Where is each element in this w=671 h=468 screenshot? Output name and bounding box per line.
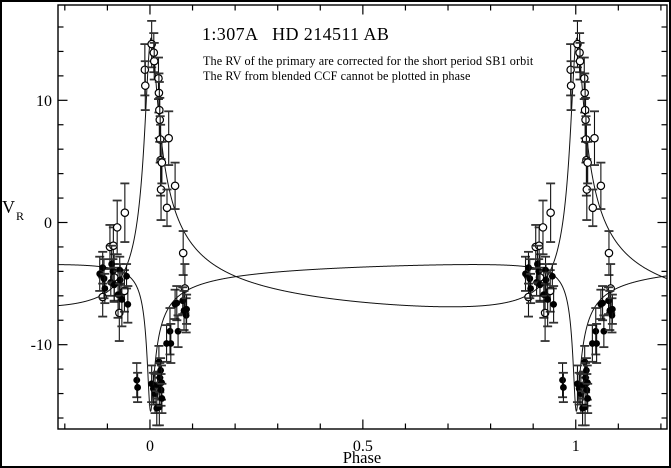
- filled-circle-marker: [527, 285, 535, 292]
- y-axis-label-main: V: [2, 197, 15, 217]
- filled-circle-marker: [560, 384, 567, 391]
- data-points: [95, 19, 617, 427]
- y-axis-label: VR: [2, 197, 25, 223]
- filled-circle-marker: [173, 299, 181, 307]
- y-axis-label-sub: R: [16, 208, 25, 223]
- open-circle-marker: [596, 181, 606, 191]
- filled-circle-marker: [123, 272, 130, 280]
- open-circle-marker: [170, 181, 180, 191]
- filled-circle-marker: [167, 340, 175, 347]
- filled-circle-marker: [155, 358, 163, 366]
- open-circle-marker: [583, 158, 592, 167]
- open-circle-marker: [538, 223, 548, 232]
- open-circle-marker: [546, 208, 555, 218]
- figure-title: 1:307A HD 214511 AB: [202, 24, 390, 44]
- filled-circle-marker: [110, 281, 118, 289]
- filled-circle-marker: [100, 275, 108, 283]
- open-circle-marker: [575, 56, 585, 66]
- filled-circle-marker: [559, 376, 566, 384]
- filled-circle-marker: [96, 270, 104, 278]
- filled-circle-marker: [534, 260, 541, 268]
- x-tick-label: 0: [146, 438, 154, 455]
- secondary-RV-observations: [98, 19, 616, 342]
- filled-circle-marker: [108, 260, 116, 268]
- x-tick-label: 0.5: [353, 438, 373, 455]
- filled-circle-marker: [548, 272, 556, 280]
- figure-note-line1: The RV of the primary are corrected for …: [203, 54, 534, 68]
- filled-circle-marker: [157, 366, 165, 374]
- filled-circle-marker: [599, 299, 606, 307]
- filled-circle-marker: [536, 281, 544, 289]
- x-axis-label: Phase: [342, 448, 382, 467]
- filled-circle-marker: [550, 300, 558, 308]
- filled-circle-marker: [582, 366, 590, 374]
- filled-circle-marker: [600, 327, 608, 335]
- filled-circle-marker: [134, 384, 142, 391]
- y-tick-label: 0: [44, 215, 52, 232]
- filled-circle-marker: [118, 296, 126, 303]
- x-tick-label: 1: [572, 438, 580, 455]
- filled-circle-marker: [99, 264, 107, 272]
- filled-circle-marker: [581, 358, 589, 366]
- open-circle-marker: [590, 133, 599, 143]
- filled-circle-marker: [522, 270, 529, 278]
- figure-note-line2: The RV from blended CCF cannot be plotte…: [203, 69, 471, 83]
- filled-circle-marker: [124, 300, 132, 308]
- filled-circle-marker: [608, 305, 616, 313]
- filled-circle-marker: [542, 276, 550, 284]
- open-circle-marker: [604, 248, 614, 258]
- filled-circle-marker: [133, 376, 141, 384]
- primary-RV-observations: [95, 244, 617, 427]
- open-circle-marker: [566, 81, 576, 90]
- filled-circle-marker: [158, 395, 166, 402]
- axis-ticks: [58, 5, 667, 429]
- filled-circle-marker: [174, 327, 182, 335]
- y-tick-label: 10: [36, 93, 52, 110]
- open-circle-marker: [164, 133, 174, 143]
- filled-circle-marker: [166, 327, 174, 335]
- filled-circle-marker: [592, 327, 600, 335]
- open-circle-marker: [112, 223, 122, 232]
- filled-circle-marker: [116, 276, 124, 284]
- primary-orbit-curve: [58, 264, 667, 412]
- open-circle-marker: [157, 158, 167, 167]
- orbit-curves: [58, 37, 667, 412]
- open-circle-marker: [162, 203, 172, 213]
- open-circle-marker: [149, 56, 159, 66]
- open-circle-marker: [120, 208, 130, 218]
- filled-circle-marker: [584, 395, 592, 402]
- filled-circle-marker: [101, 285, 109, 292]
- filled-circle-marker: [593, 340, 601, 347]
- filled-circle-marker: [525, 264, 532, 272]
- y-tick-label: -10: [31, 337, 52, 354]
- open-circle-marker: [178, 248, 188, 258]
- filled-circle-marker: [183, 305, 190, 313]
- open-circle-marker: [140, 81, 150, 90]
- filled-circle-marker: [544, 296, 552, 303]
- filled-circle-marker: [526, 275, 534, 283]
- open-circle-marker: [588, 203, 598, 213]
